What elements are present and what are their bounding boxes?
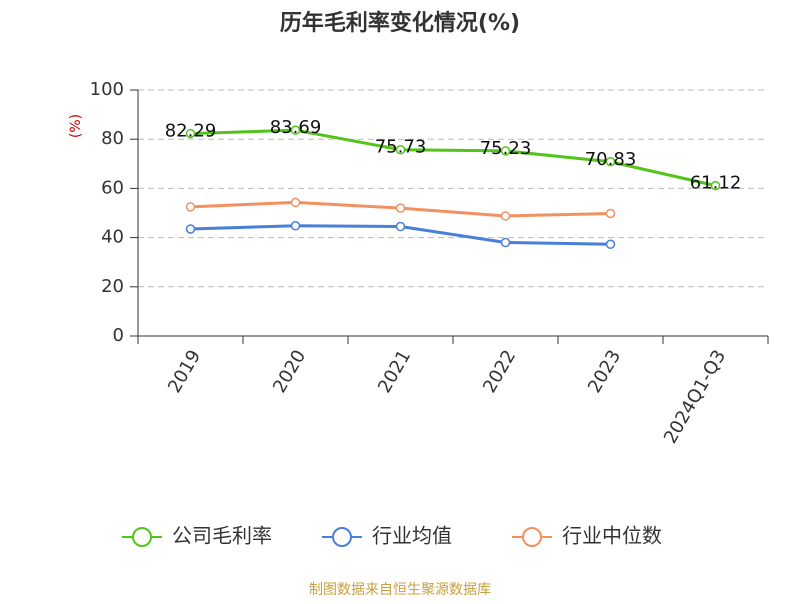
x-tick-label: 2022 <box>479 347 520 397</box>
data-point <box>185 202 196 212</box>
data-point <box>500 211 511 221</box>
data-label: 75.23 <box>480 138 532 159</box>
chart-title: 历年毛利率变化情况(%) <box>280 10 520 36</box>
data-label: 61.12 <box>690 173 742 194</box>
data-label: 70.83 <box>585 149 637 170</box>
y-tick-label: 60 <box>101 177 124 198</box>
x-tick-label: 2019 <box>164 347 205 397</box>
legend-label: 行业中位数 <box>562 524 662 548</box>
data-label: 75.73 <box>375 137 427 158</box>
x-tick-label: 2024Q1-Q3 <box>660 347 730 448</box>
x-tick-label: 2023 <box>584 347 625 397</box>
y-tick-label: 20 <box>101 276 124 297</box>
data-point <box>605 208 616 219</box>
data-point <box>395 144 406 155</box>
data-point <box>185 224 196 234</box>
data-point <box>185 128 196 139</box>
legend-marker <box>132 527 152 547</box>
data-point <box>290 197 301 208</box>
y-tick-label: 40 <box>101 227 124 248</box>
data-label: 83.69 <box>270 117 322 138</box>
data-point <box>290 125 301 135</box>
data-point <box>290 221 301 231</box>
data-point <box>395 203 406 213</box>
y-tick-label: 80 <box>101 128 124 149</box>
data-point <box>710 180 721 191</box>
legend-label: 公司毛利率 <box>172 524 272 548</box>
series-line <box>190 128 716 188</box>
y-tick-label: 0 <box>113 325 124 346</box>
x-tick-label: 2021 <box>374 347 415 397</box>
data-point <box>605 239 616 249</box>
legend-label: 行业均值 <box>372 524 452 548</box>
data-label: 82.29 <box>165 121 217 142</box>
data-point <box>500 237 511 248</box>
source-note: 制图数据来自恒生聚源数据库 <box>309 582 491 598</box>
data-point <box>395 221 406 232</box>
x-tick-label: 2020 <box>269 347 310 397</box>
data-point <box>500 146 511 156</box>
y-axis-label: (%) <box>68 114 84 138</box>
data-point <box>605 157 616 167</box>
legend-marker <box>522 527 542 547</box>
legend-marker <box>332 527 352 547</box>
y-tick-label: 100 <box>90 79 124 100</box>
